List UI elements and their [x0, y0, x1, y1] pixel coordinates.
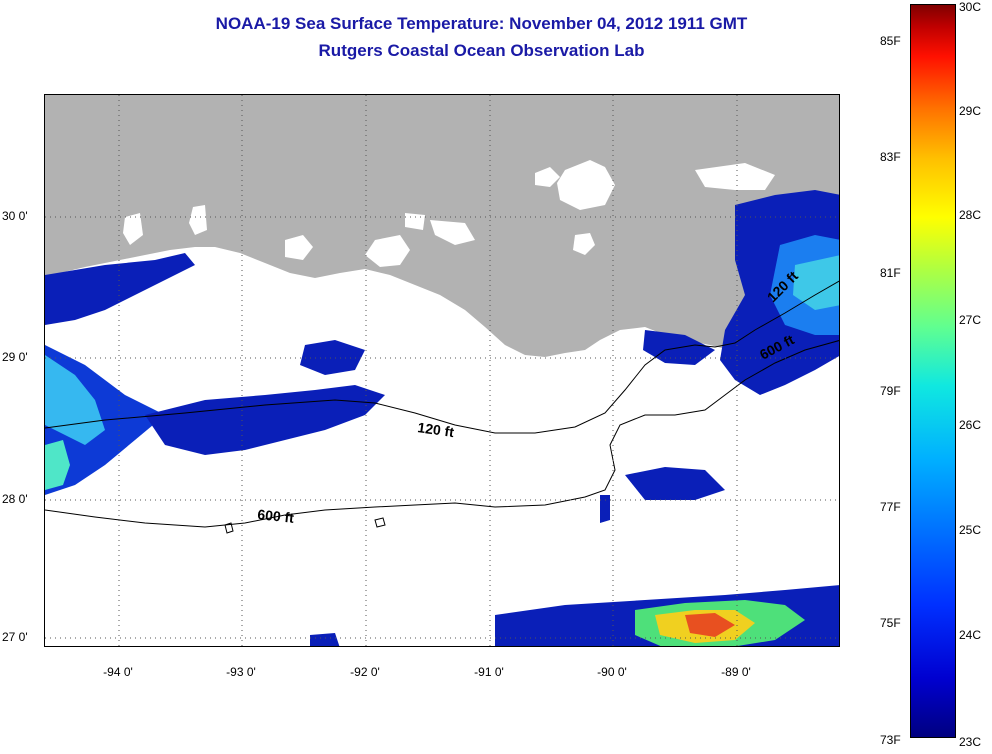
isobath-label-120: 120 ft: [417, 419, 456, 440]
colorbar-f-83: 83F: [880, 150, 901, 164]
lon-label-90: -90 0': [597, 665, 627, 679]
lon-label-94: -94 0': [103, 665, 133, 679]
temperature-colorbar: [910, 4, 956, 738]
lon-label-93: -93 0': [226, 665, 256, 679]
colorbar-f-81: 81F: [880, 266, 901, 280]
colorbar-c-27: 27C: [959, 313, 982, 327]
colorbar-f-85: 85F: [880, 34, 901, 48]
colorbar-c-24: 24C: [959, 628, 982, 642]
lon-label-89: -89 0': [721, 665, 751, 679]
colorbar-c-26: 26C: [959, 418, 982, 432]
colorbar-c-28: 28C: [959, 208, 982, 222]
lon-label-91: -91 0': [474, 665, 504, 679]
map-subtitle: Rutgers Coastal Ocean Observation Lab: [318, 41, 645, 60]
map-canvas: 120 ft 600 ft 120 ft 600 ft: [45, 95, 839, 646]
sst-map: 120 ft 600 ft 120 ft 600 ft: [44, 94, 840, 647]
colorbar-c-23: 23C: [959, 735, 982, 749]
lat-label-29: 29 0': [2, 350, 28, 364]
map-title: NOAA-19 Sea Surface Temperature: Novembe…: [215, 14, 748, 33]
sst-pixels: [45, 190, 839, 646]
lat-label-27: 27 0': [2, 630, 28, 644]
inland-water: [123, 160, 775, 267]
lon-label-92: -92 0': [350, 665, 380, 679]
colorbar-c-25: 25C: [959, 523, 982, 537]
colorbar-f-75: 75F: [880, 616, 901, 630]
isobath-label-600: 600 ft: [257, 506, 295, 526]
isobath-contours: [45, 280, 839, 534]
colorbar-f-73: 73F: [880, 733, 901, 747]
colorbar-f-79: 79F: [880, 384, 901, 398]
lat-label-30: 30 0': [2, 209, 28, 223]
lat-label-28: 28 0': [2, 492, 28, 506]
graticule: [45, 95, 839, 646]
colorbar-c-29: 29C: [959, 104, 982, 118]
colorbar-f-77: 77F: [880, 500, 901, 514]
colorbar-c-30: 30C: [959, 0, 982, 14]
